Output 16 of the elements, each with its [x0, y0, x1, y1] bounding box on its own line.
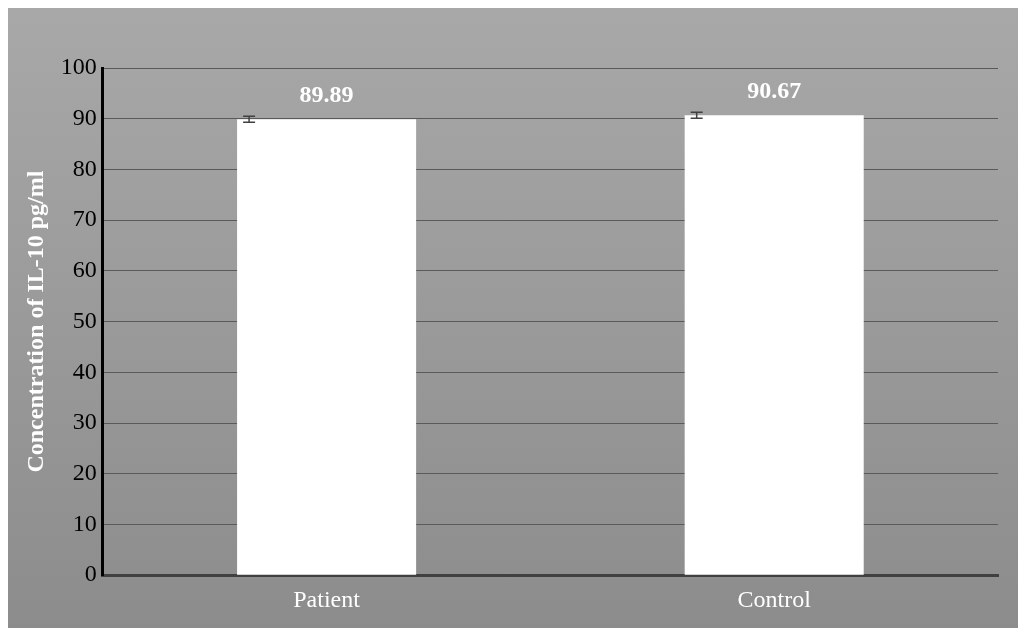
- x-tick-label: Control: [737, 585, 812, 612]
- y-tick-label: 30: [72, 408, 97, 435]
- y-tick-label: 60: [72, 256, 97, 283]
- y-tick-label: 80: [72, 154, 97, 181]
- y-tick-label: 50: [72, 306, 97, 333]
- data-label: 90.67: [747, 77, 802, 104]
- y-tick-label: 20: [72, 459, 97, 486]
- y-tick-label: 70: [72, 205, 97, 232]
- y-tick-label: 100: [60, 53, 97, 80]
- data-label: 89.89: [299, 81, 354, 108]
- y-tick-label: 0: [84, 560, 97, 587]
- y-tick-label: 90: [72, 104, 97, 131]
- y-tick-label: 10: [72, 509, 97, 536]
- y-axis-title: Concentration of IL-10 pg/ml: [21, 170, 48, 473]
- x-tick-label: Patient: [293, 585, 361, 612]
- y-tick-label: 40: [72, 357, 97, 384]
